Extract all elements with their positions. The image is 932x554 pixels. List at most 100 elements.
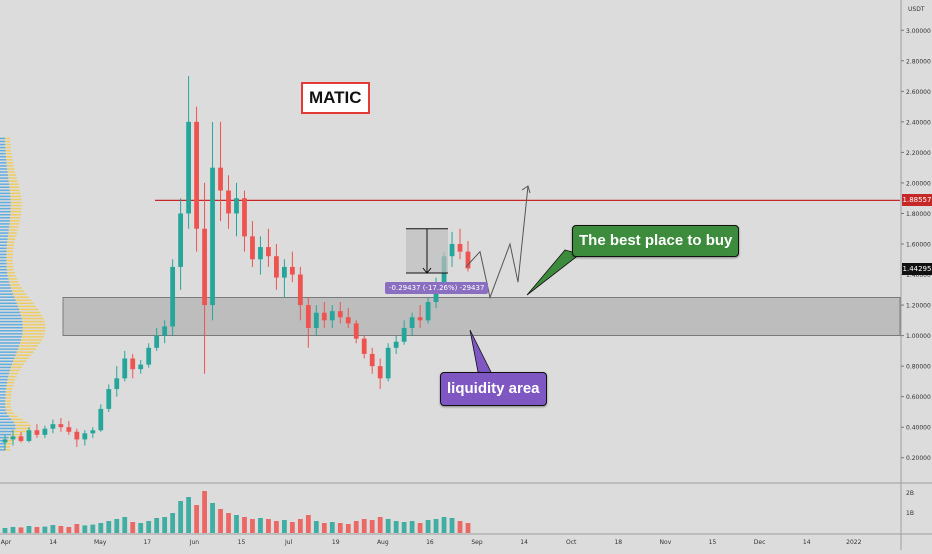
volume-profile-bar — [20, 311, 41, 314]
candle-body — [361, 338, 367, 354]
volume-bar — [369, 520, 375, 533]
volume-profile-bar — [0, 223, 10, 225]
volume-bar — [114, 519, 120, 533]
volume-profile-bar — [11, 363, 24, 366]
volume-profile-bar — [9, 226, 19, 228]
volume-profile-bar — [10, 284, 21, 286]
volume-profile-bar — [6, 384, 14, 387]
candle-body — [353, 323, 359, 339]
candle-body — [465, 251, 471, 269]
volume-profile-bar — [0, 238, 8, 240]
volume-bar — [329, 522, 335, 533]
candle-body — [82, 433, 88, 440]
volume-profile-bar — [0, 143, 6, 146]
volume-profile-bar — [0, 320, 23, 323]
y-tick-label: 2.80000 — [906, 58, 931, 65]
x-tick-label: Apr — [1, 539, 12, 546]
volume-profile-bar — [0, 210, 11, 213]
candle-body — [329, 311, 335, 321]
volume-profile-bar — [11, 433, 23, 436]
volume-profile-bar — [0, 140, 6, 143]
volume-profile-bar — [17, 305, 36, 308]
volume-profile-bar — [0, 159, 7, 161]
volume-profile-bar — [0, 296, 15, 298]
volume-profile-bar — [0, 287, 11, 289]
candle-body — [313, 312, 319, 328]
volume-profile-bar — [0, 366, 11, 369]
volume-profile-bar — [0, 284, 11, 286]
volume-profile-bar — [8, 177, 17, 179]
volume-profile-bar — [0, 354, 16, 356]
volume-profile-bar — [0, 381, 8, 384]
candle-body — [130, 358, 136, 370]
volume-bar — [146, 521, 152, 533]
volume-bar — [98, 523, 104, 533]
volume-profile-bar — [8, 415, 18, 418]
candle-body — [377, 366, 383, 379]
candle-body — [210, 167, 215, 306]
volume-profile-bar — [15, 354, 32, 356]
volume-bar — [242, 517, 247, 533]
volume-profile-bar — [13, 421, 28, 424]
candle-body — [154, 335, 160, 348]
volume-profile-bar — [0, 308, 20, 311]
candle-body — [242, 198, 247, 237]
volume-bar — [106, 521, 112, 533]
candle-body — [18, 436, 24, 441]
volume-profile-bar — [0, 403, 6, 405]
volume-profile-bar — [9, 281, 19, 283]
volume-profile-bar — [8, 278, 17, 280]
volume-bar — [465, 523, 471, 533]
volume-profile-bar — [0, 174, 8, 176]
candle-body — [337, 311, 343, 318]
candle-body — [258, 247, 263, 260]
volume-profile-bar — [0, 330, 23, 332]
volume-profile-bar — [5, 391, 12, 393]
candle-body — [194, 121, 199, 229]
volume-profile-bar — [0, 275, 8, 277]
volume-profile-bar — [0, 323, 23, 326]
volume-profile-bar — [15, 427, 31, 430]
volume-profile-bar — [7, 244, 15, 247]
candle-body — [425, 302, 431, 321]
y-tick-label: 2.00000 — [906, 180, 931, 187]
volume-profile-bar — [0, 433, 12, 436]
volume-profile-bar — [5, 394, 12, 396]
volume-profile-bar — [0, 412, 7, 414]
volume-profile-bar — [11, 418, 23, 421]
volume-profile-bar — [9, 189, 20, 192]
volume-profile-bar — [0, 400, 6, 402]
volume-profile-bar — [0, 345, 20, 347]
volume-profile-bar — [0, 339, 22, 341]
volume-profile-bar — [0, 299, 16, 301]
candle-body — [26, 430, 32, 441]
volume-profile-bar — [7, 381, 15, 384]
volume-profile-bar — [13, 293, 27, 295]
volume-profile-bar — [6, 165, 14, 167]
volume-profile-bar — [5, 446, 11, 448]
volume-profile-bar — [0, 201, 11, 204]
x-tick-label: 2022 — [846, 539, 861, 546]
volume-profile-bar — [0, 259, 7, 262]
volume-bar — [162, 517, 168, 533]
volume-profile-bar — [0, 256, 7, 259]
candle-body — [106, 389, 112, 409]
y-tick-label: 1.40000 — [906, 272, 931, 279]
candle-body — [10, 436, 16, 440]
volume-profile-bar — [0, 189, 10, 192]
volume-profile-bar — [20, 342, 41, 344]
volume-profile-bar — [5, 397, 11, 399]
volume-profile-bar — [21, 339, 43, 341]
volume-profile-bar — [17, 348, 36, 350]
volume-bar — [90, 524, 96, 533]
volume-bar — [305, 515, 311, 533]
volume-profile-bar — [0, 384, 7, 387]
volume-bar — [250, 519, 255, 533]
volume-profile-bar — [0, 268, 7, 271]
volume-profile-bar — [6, 159, 13, 161]
x-tick-label: Dec — [754, 539, 766, 546]
volume-bar — [186, 497, 191, 533]
volume-profile-bar — [0, 326, 23, 329]
y-tick-label: 3.00000 — [906, 28, 931, 35]
